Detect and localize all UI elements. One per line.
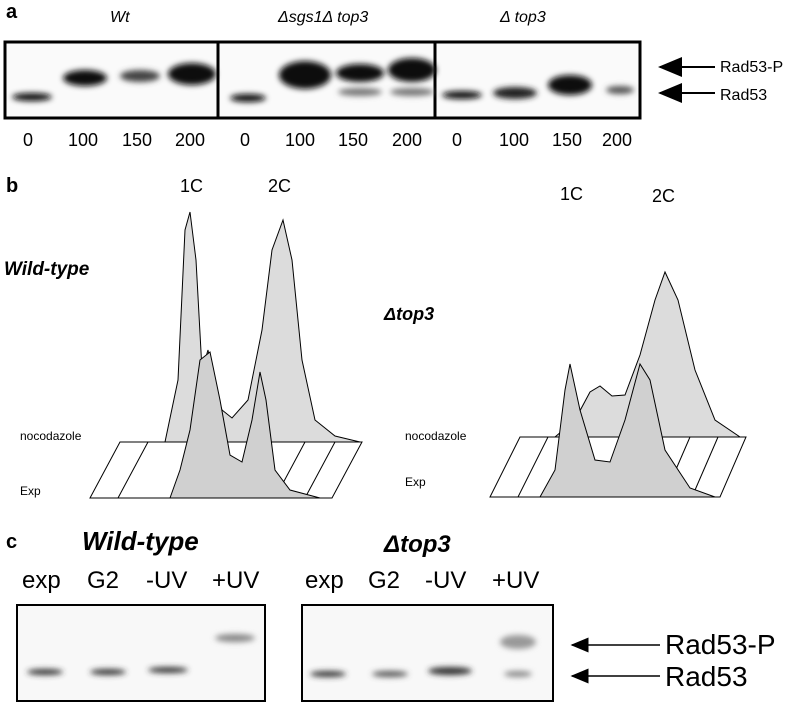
peak-label: 2C: [652, 186, 675, 206]
time-label: 150: [122, 130, 152, 150]
blot-a: [3, 40, 642, 120]
strain-label: Δsgs1Δ top3: [277, 9, 368, 26]
time-label: 100: [68, 130, 98, 150]
blot-c: [16, 604, 554, 702]
strain-label: Δ top3: [499, 9, 546, 26]
time-label: 0: [240, 130, 250, 150]
panel-label: c: [6, 531, 17, 553]
peak-label: 1C: [180, 176, 203, 196]
histogram-top3: [489, 270, 747, 498]
arrow-label: Rad53-P: [720, 59, 783, 76]
time-label: 150: [552, 130, 582, 150]
peak-label: 2C: [268, 176, 291, 196]
time-label: 200: [175, 130, 205, 150]
strain-label: Wild-type: [4, 259, 90, 280]
lane-label: +UV: [212, 567, 259, 594]
histogram-wt: [89, 211, 363, 499]
strain-label: Wt: [110, 9, 130, 26]
time-label: 100: [285, 130, 315, 150]
lane-label: G2: [87, 567, 119, 594]
lane-label: +UV: [492, 567, 539, 594]
arrow-label: Rad53-P: [665, 629, 776, 660]
arrow-label: Rad53: [720, 87, 767, 104]
time-label: 200: [602, 130, 632, 150]
series-label: Exp: [405, 475, 426, 489]
time-label: 150: [338, 130, 368, 150]
strain-label: Δtop3: [383, 304, 434, 324]
strain-label: Wild-type: [82, 526, 199, 556]
time-label: 0: [452, 130, 462, 150]
panel-label: b: [6, 175, 18, 197]
arrow-label: Rad53: [665, 661, 748, 692]
lane-label: exp: [305, 567, 344, 594]
lane-label: exp: [22, 567, 61, 594]
peak-label: 1C: [560, 184, 583, 204]
series-label: nocodazole: [405, 429, 467, 443]
time-label: 0: [23, 130, 33, 150]
lane-label: -UV: [146, 567, 187, 594]
lane-label: G2: [368, 567, 400, 594]
panel-label: a: [6, 1, 18, 23]
time-label: 200: [392, 130, 422, 150]
lane-label: -UV: [425, 567, 466, 594]
series-label: nocodazole: [20, 429, 82, 443]
time-label: 100: [499, 130, 529, 150]
strain-label: Δtop3: [383, 531, 451, 558]
series-label: Exp: [20, 484, 41, 498]
